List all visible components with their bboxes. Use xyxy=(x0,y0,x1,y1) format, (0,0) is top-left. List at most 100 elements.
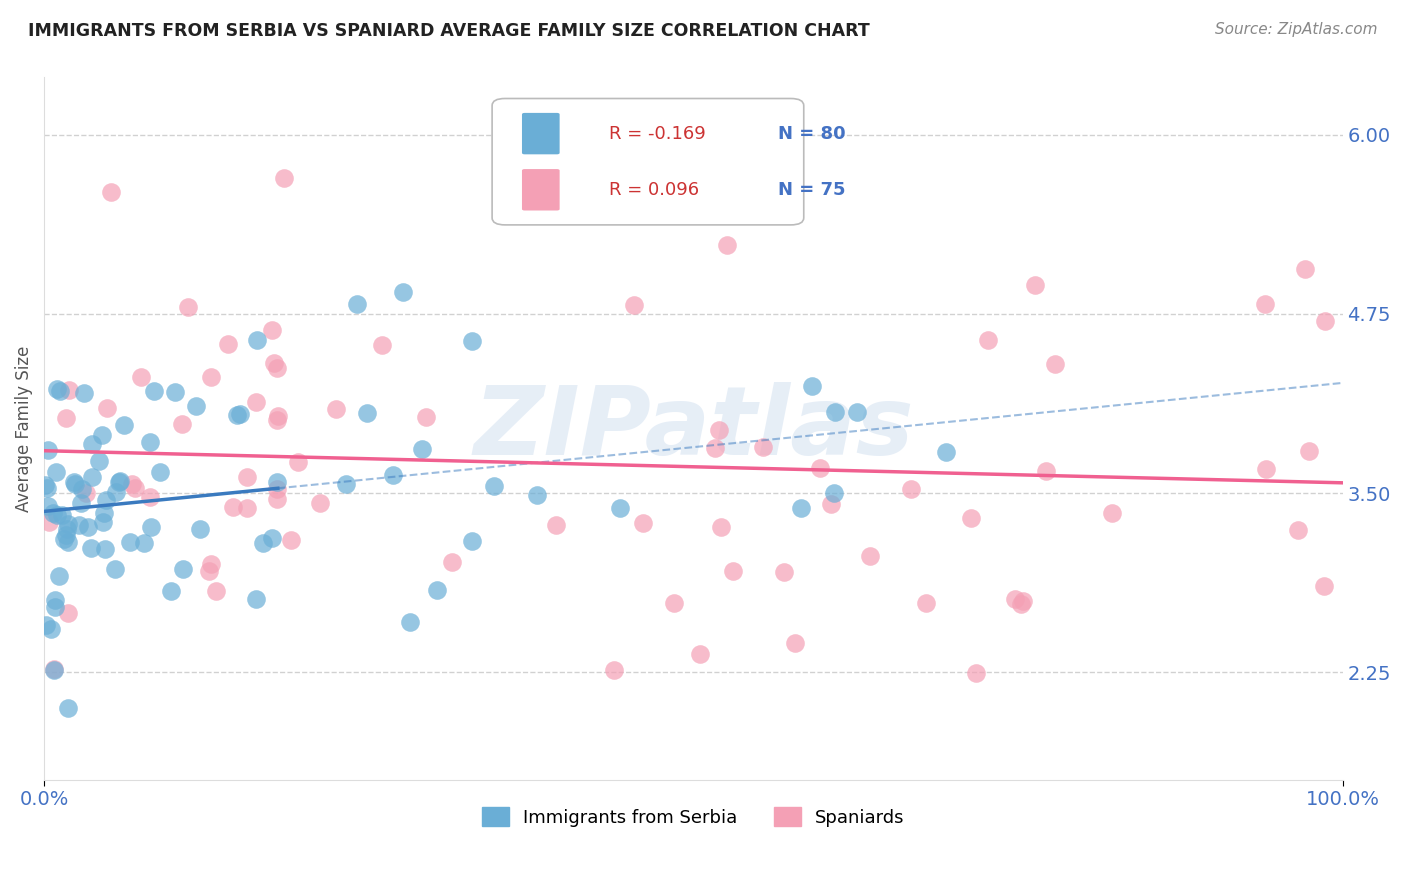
Point xyxy=(160,584,183,599)
Point xyxy=(752,441,775,455)
Point xyxy=(633,516,655,530)
Point xyxy=(915,596,938,610)
Point xyxy=(1024,278,1046,293)
Point xyxy=(1298,443,1320,458)
Point xyxy=(308,496,330,510)
Point xyxy=(346,297,368,311)
Point xyxy=(39,622,62,636)
Point xyxy=(170,417,193,432)
Point xyxy=(80,469,103,483)
Point xyxy=(42,663,65,677)
Point xyxy=(1254,297,1277,311)
Point xyxy=(965,665,987,680)
Point xyxy=(141,520,163,534)
Point xyxy=(112,418,135,433)
Point xyxy=(266,475,288,489)
Point xyxy=(335,477,357,491)
Point xyxy=(977,333,1000,347)
Point xyxy=(37,442,59,457)
Point xyxy=(441,555,464,569)
Point xyxy=(138,490,160,504)
Point xyxy=(703,441,725,455)
Point xyxy=(142,384,165,398)
Point xyxy=(100,185,122,199)
FancyBboxPatch shape xyxy=(522,169,560,211)
Point xyxy=(96,401,118,416)
Point xyxy=(623,298,645,312)
Point xyxy=(184,399,207,413)
Point xyxy=(325,402,347,417)
Point xyxy=(93,515,115,529)
Y-axis label: Average Family Size: Average Family Size xyxy=(15,345,32,512)
Point xyxy=(280,533,302,547)
Text: IMMIGRANTS FROM SERBIA VS SPANIARD AVERAGE FAMILY SIZE CORRELATION CHART: IMMIGRANTS FROM SERBIA VS SPANIARD AVERA… xyxy=(28,22,870,40)
Point xyxy=(163,384,186,399)
Point xyxy=(44,593,66,607)
Point xyxy=(846,405,869,419)
Point xyxy=(69,496,91,510)
Text: ZIPatlas: ZIPatlas xyxy=(472,382,914,475)
Point xyxy=(46,382,69,396)
Text: N = 80: N = 80 xyxy=(778,125,845,143)
Point xyxy=(70,482,93,496)
Point xyxy=(544,518,567,533)
Point xyxy=(62,475,84,490)
Point xyxy=(859,549,882,563)
Point xyxy=(245,592,267,607)
FancyBboxPatch shape xyxy=(492,98,804,225)
Point xyxy=(197,564,219,578)
Point xyxy=(1286,524,1309,538)
Point xyxy=(959,510,981,524)
Point xyxy=(392,285,415,300)
Point xyxy=(823,485,845,500)
Point xyxy=(260,324,283,338)
Point xyxy=(266,412,288,426)
Point xyxy=(204,584,226,599)
Point xyxy=(188,522,211,536)
Point xyxy=(689,647,711,661)
Point xyxy=(1256,462,1278,476)
Point xyxy=(228,407,250,421)
Point xyxy=(716,238,738,252)
Point xyxy=(226,408,249,422)
Point xyxy=(482,479,505,493)
Point xyxy=(37,481,59,495)
Point xyxy=(94,492,117,507)
Point xyxy=(263,356,285,370)
Point xyxy=(1101,506,1123,520)
Point xyxy=(1010,597,1032,611)
Text: Source: ZipAtlas.com: Source: ZipAtlas.com xyxy=(1215,22,1378,37)
Point xyxy=(1035,465,1057,479)
Point xyxy=(790,501,813,516)
Point xyxy=(371,338,394,352)
Point xyxy=(124,481,146,495)
Point xyxy=(235,500,257,515)
Point xyxy=(1312,579,1334,593)
Point xyxy=(808,460,831,475)
Point xyxy=(252,536,274,550)
Point xyxy=(58,607,80,621)
Point xyxy=(399,615,422,629)
Point xyxy=(45,465,67,479)
Point xyxy=(356,406,378,420)
Point xyxy=(93,506,115,520)
Point xyxy=(723,564,745,578)
Point xyxy=(461,534,484,549)
Point xyxy=(63,477,86,491)
Point xyxy=(35,618,58,632)
Point xyxy=(461,334,484,348)
Point xyxy=(1043,357,1066,371)
Point xyxy=(935,444,957,458)
Point xyxy=(415,409,437,424)
Point xyxy=(221,500,243,514)
Point xyxy=(118,534,141,549)
Point xyxy=(425,582,447,597)
Point xyxy=(105,484,128,499)
Legend: Immigrants from Serbia, Spaniards: Immigrants from Serbia, Spaniards xyxy=(475,800,912,834)
Point xyxy=(783,636,806,650)
Point xyxy=(555,156,578,170)
Point xyxy=(200,369,222,384)
Point xyxy=(200,557,222,571)
Point xyxy=(82,436,104,450)
Point xyxy=(217,336,239,351)
